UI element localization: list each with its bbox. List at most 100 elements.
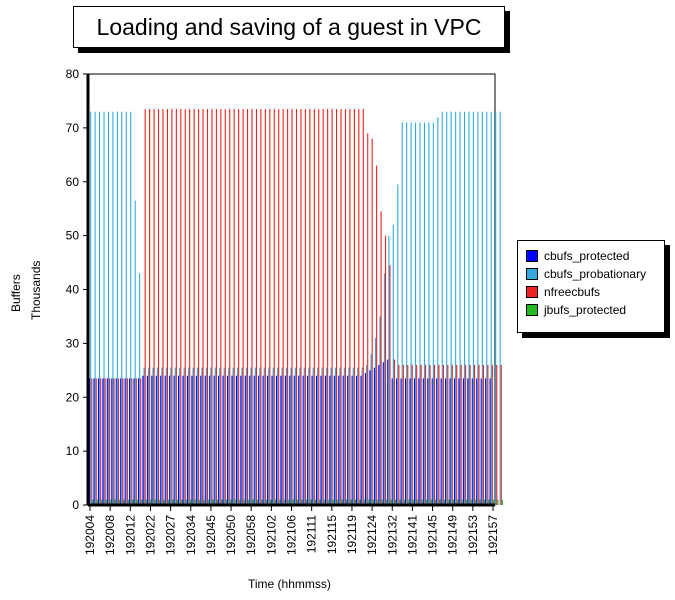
bar-cbufs_probationary: [303, 367, 305, 505]
bar-jbufs_protected: [448, 499, 450, 505]
bar-nfreecbufs: [224, 109, 226, 506]
bar-nfreecbufs: [113, 378, 115, 505]
legend-item: jbufs_protected: [526, 301, 664, 319]
bar-cbufs_protected: [476, 378, 478, 505]
bar-cbufs_protected: [151, 375, 153, 505]
bar-cbufs_probationary: [294, 367, 296, 505]
bar-jbufs_protected: [479, 499, 481, 505]
bar-cbufs_protected: [369, 370, 371, 505]
bar-nfreecbufs: [149, 109, 151, 506]
bar-jbufs_protected: [297, 499, 299, 505]
bar-cbufs_probationary: [201, 367, 203, 505]
legend-label: cbufs_protected: [544, 249, 630, 263]
bar-nfreecbufs: [255, 109, 258, 506]
bar-jbufs_protected: [381, 499, 383, 505]
bar-cbufs_protected: [302, 375, 304, 505]
bar-cbufs_probationary: [290, 367, 292, 505]
bar-cbufs_protected: [160, 375, 162, 505]
bar-cbufs_probationary: [401, 122, 403, 506]
bar-jbufs_protected: [190, 499, 192, 505]
bar-nfreecbufs: [100, 378, 102, 505]
legend-swatch-nfreecbufs: [526, 286, 538, 298]
bar-cbufs_probationary: [397, 184, 399, 505]
bar-jbufs_protected: [377, 499, 379, 505]
bar-jbufs_protected: [181, 499, 183, 505]
bar-cbufs_protected: [284, 375, 286, 505]
bar-cbufs_probationary: [103, 111, 105, 506]
bar-cbufs_probationary: [357, 367, 359, 505]
y-tick-label: 70: [66, 121, 80, 135]
bar-jbufs_protected: [141, 499, 143, 505]
x-tick-label: 192124: [365, 515, 379, 555]
bar-cbufs_protected: [235, 375, 237, 505]
bar-cbufs_probationary: [165, 367, 167, 505]
bar-nfreecbufs: [242, 109, 244, 506]
bar-cbufs_protected: [315, 375, 318, 505]
bar-cbufs_protected: [226, 375, 229, 505]
x-tick-label: 192149: [446, 515, 460, 555]
bar-jbufs_protected: [159, 499, 161, 505]
bar-jbufs_protected: [92, 499, 94, 505]
bar-cbufs_protected: [253, 375, 255, 505]
bar-cbufs_probationary: [205, 367, 207, 505]
bar-jbufs_protected: [350, 499, 352, 505]
bar-cbufs_probationary: [459, 111, 461, 506]
bar-jbufs_protected: [208, 499, 210, 505]
bar-cbufs_probationary: [130, 111, 132, 506]
bar-cbufs_protected: [182, 375, 184, 505]
bar-nfreecbufs: [353, 109, 355, 506]
bar-cbufs_protected: [485, 378, 487, 505]
x-tick-label: 192106: [285, 515, 299, 555]
bar-jbufs_protected: [488, 499, 490, 505]
bar-nfreecbufs: [162, 109, 164, 506]
bar-cbufs_probationary: [112, 111, 114, 506]
bar-jbufs_protected: [101, 499, 103, 505]
bar-jbufs_protected: [243, 499, 245, 505]
bar-cbufs_protected: [413, 378, 415, 505]
legend-label: cbufs_probationary: [544, 267, 647, 281]
bar-cbufs_protected: [120, 378, 122, 505]
bar-cbufs_protected: [106, 378, 108, 505]
bar-cbufs_protected: [289, 375, 291, 505]
bar-cbufs_probationary: [450, 111, 452, 506]
bar-nfreecbufs: [420, 364, 422, 505]
bar-cbufs_probationary: [299, 367, 301, 505]
bar-jbufs_protected: [145, 499, 147, 505]
bar-cbufs_probationary: [161, 367, 163, 505]
y-axis-label: Buffers: [9, 274, 23, 312]
bar-jbufs_protected: [216, 499, 219, 505]
bar-nfreecbufs: [193, 109, 195, 506]
bar-jbufs_protected: [110, 499, 112, 505]
bar-jbufs_protected: [461, 499, 463, 505]
bar-nfreecbufs: [180, 109, 182, 506]
bar-cbufs_probationary: [312, 367, 314, 505]
x-tick-label: 192045: [204, 515, 218, 555]
bar-cbufs_protected: [222, 375, 224, 505]
bar-nfreecbufs: [126, 378, 128, 505]
bar-cbufs_probationary: [223, 367, 225, 505]
chart-title: Loading and saving of a guest in VPC: [96, 13, 482, 40]
bar-cbufs_protected: [155, 375, 157, 505]
x-tick-label: 192111: [305, 515, 319, 554]
bar-nfreecbufs: [491, 364, 493, 505]
bar-jbufs_protected: [310, 499, 312, 505]
bar-cbufs_probationary: [121, 111, 123, 506]
bar-cbufs_probationary: [228, 367, 230, 505]
bar-cbufs_probationary: [107, 111, 110, 506]
bar-cbufs_protected: [445, 378, 447, 505]
bar-cbufs_probationary: [236, 367, 239, 505]
y-tick-label: 10: [66, 444, 80, 458]
bar-cbufs_probationary: [321, 367, 323, 505]
bar-nfreecbufs: [300, 109, 302, 506]
bar-cbufs_protected: [364, 373, 367, 505]
bar-cbufs_protected: [489, 378, 491, 505]
bar-nfreecbufs: [211, 109, 213, 506]
bar-cbufs_protected: [129, 378, 131, 505]
bar-jbufs_protected: [497, 499, 499, 505]
bar-jbufs_protected: [439, 499, 441, 505]
bar-cbufs_probationary: [392, 224, 394, 505]
bar-cbufs_protected: [373, 367, 375, 505]
bar-cbufs_probationary: [428, 122, 430, 506]
bar-cbufs_probationary: [499, 111, 501, 506]
bar-cbufs_protected: [249, 375, 251, 505]
